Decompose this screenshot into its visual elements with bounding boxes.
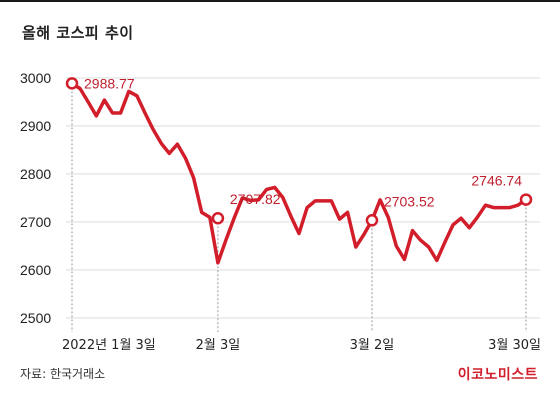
data-label: 2703.52 bbox=[384, 193, 435, 209]
y-tick-label: 2500 bbox=[20, 310, 51, 326]
data-label: 2707.82 bbox=[230, 191, 281, 207]
x-tick-label: 3월 2일 bbox=[350, 338, 395, 353]
y-tick-label: 2900 bbox=[20, 118, 51, 134]
chart-title: 올해 코스피 추이 bbox=[22, 24, 134, 42]
x-tick-label: 2월 3일 bbox=[196, 338, 241, 353]
data-point-marker bbox=[211, 211, 225, 225]
y-tick-label: 3000 bbox=[20, 70, 51, 86]
data-label: 2746.74 bbox=[471, 173, 522, 189]
y-tick-label: 2600 bbox=[20, 262, 51, 278]
data-point-marker bbox=[519, 193, 533, 206]
brand-logo: 이코노미스트 bbox=[457, 367, 538, 383]
data-label: 2988.77 bbox=[84, 75, 135, 91]
x-tick-label: 2022년 1월 3일 bbox=[62, 338, 156, 353]
x-tick-label: 3월 30일 bbox=[488, 338, 541, 353]
data-point-marker bbox=[65, 77, 79, 90]
source-note: 자료: 한국거래소 bbox=[20, 367, 106, 381]
y-tick-label: 2800 bbox=[20, 166, 51, 182]
data-point-marker bbox=[365, 214, 379, 227]
y-tick-label: 2700 bbox=[20, 214, 51, 230]
series-line bbox=[70, 81, 528, 265]
